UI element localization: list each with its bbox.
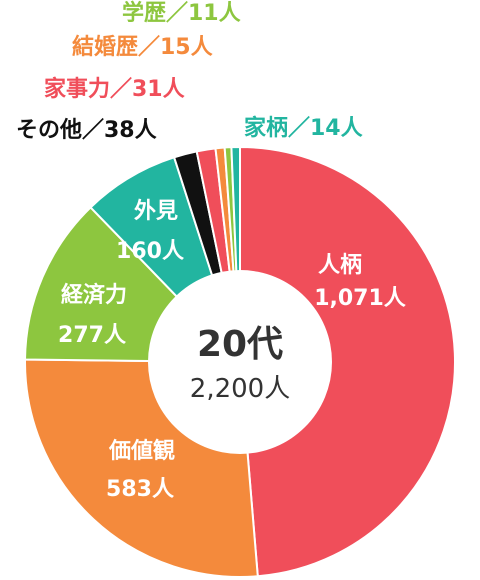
slice-value-label: 1,071人 bbox=[314, 286, 406, 311]
slice-outside-label: その他／38人 bbox=[16, 118, 157, 143]
center-title: 20代 bbox=[197, 324, 283, 365]
slice-value-label: 277人 bbox=[58, 323, 126, 348]
center-subtitle: 2,200人 bbox=[190, 374, 290, 404]
slice-outside-label: 学歴／11人 bbox=[122, 0, 241, 26]
slice-outside-label: 家柄／14人 bbox=[244, 115, 363, 141]
slice-name-label: 価値観 bbox=[108, 438, 175, 464]
slice-name-label: 外見 bbox=[134, 198, 178, 224]
pie-slice-1 bbox=[239, 145, 456, 578]
slice-name-label: 人柄 bbox=[318, 253, 362, 278]
slice-outside-label: 家事力／31人 bbox=[44, 76, 185, 102]
slice-value-label: 583人 bbox=[106, 477, 174, 502]
center-hole bbox=[148, 270, 332, 454]
slice-outside-label: 結婚歴／15人 bbox=[72, 34, 213, 60]
slice-name-label: 経済力 bbox=[61, 282, 127, 308]
slice-value-label: 160人 bbox=[116, 239, 184, 264]
